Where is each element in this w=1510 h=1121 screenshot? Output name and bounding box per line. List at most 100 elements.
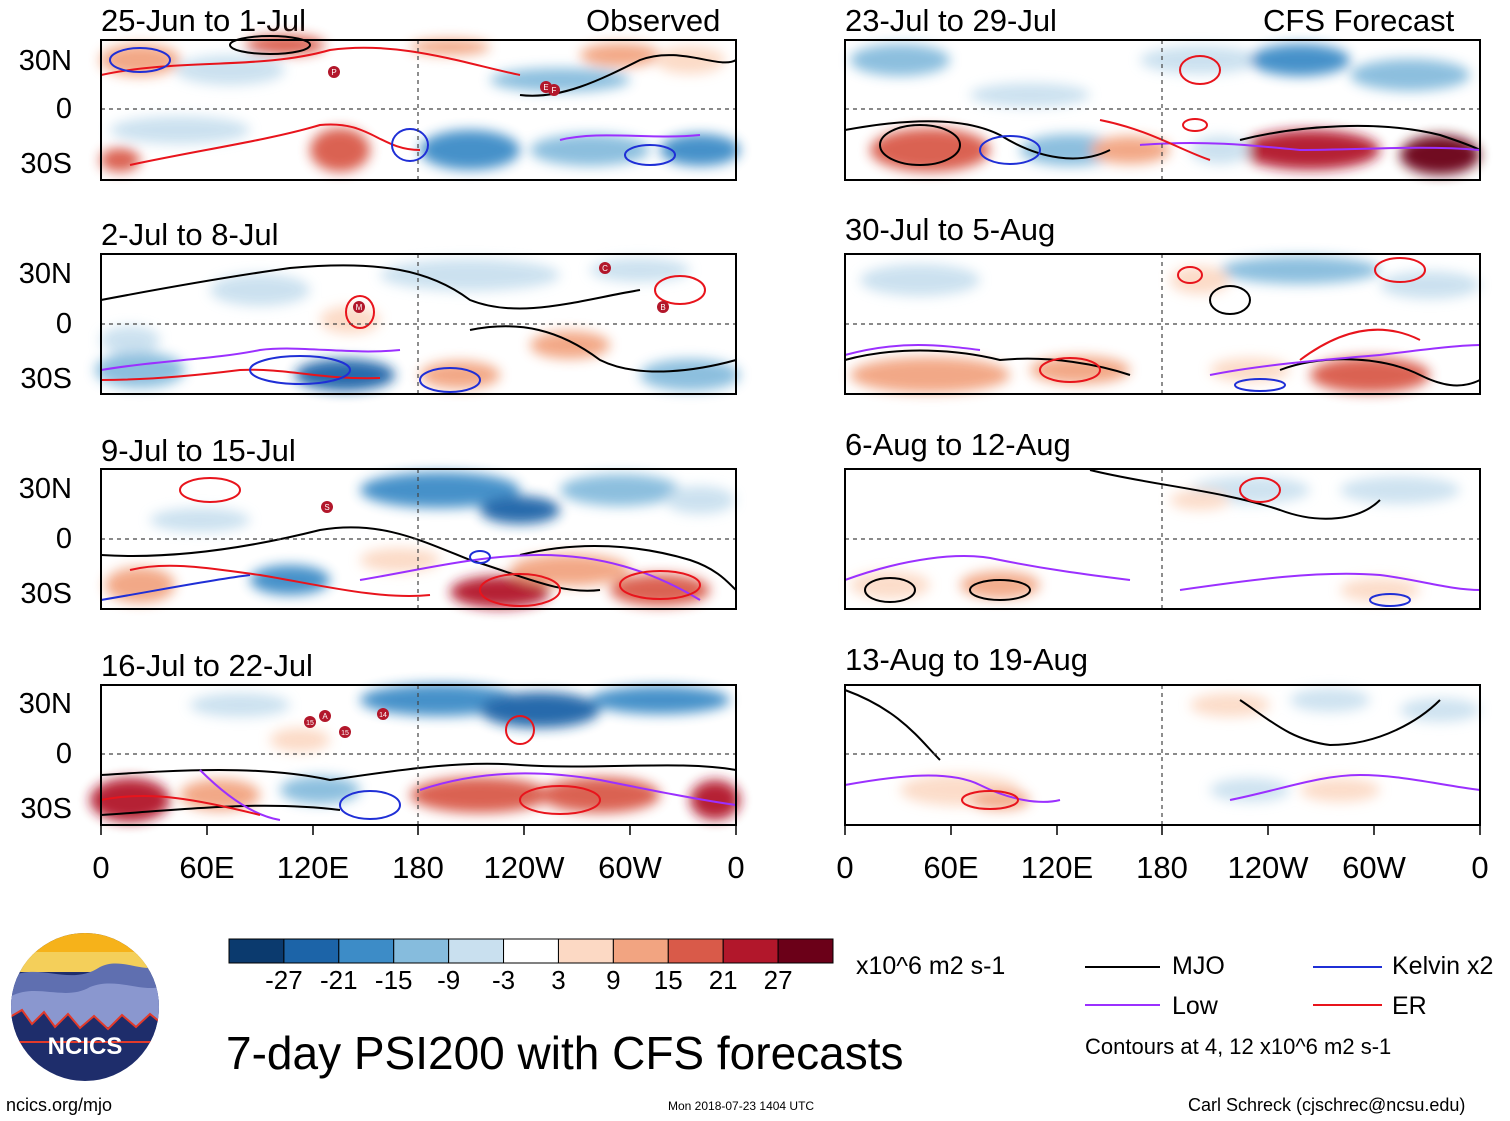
storm-marker-f: F [548, 84, 560, 96]
panel-title-obs-3: 9-Jul to 15-Jul [101, 433, 296, 468]
panel-title-obs-4: 16-Jul to 22-Jul [101, 648, 313, 683]
panel-title-fcst-3: 6-Aug to 12-Aug [845, 427, 1071, 462]
map-obs-2: C M B [95, 253, 740, 395]
svg-text:M: M [356, 303, 363, 312]
lon-label-120w: 120W [483, 850, 565, 885]
colorbar [228, 938, 834, 964]
storm-marker-15a: 15 [304, 716, 316, 728]
panel-title-fcst-4: 13-Aug to 19-Aug [845, 642, 1089, 677]
colorbar-tick-label: 27 [763, 965, 793, 995]
lat-label-30s: 30S [20, 148, 72, 180]
footer-credit: Carl Schreck (cjschrec@ncsu.edu) [1188, 1095, 1466, 1115]
map-panels: P E F C M B [90, 35, 1481, 835]
svg-text:A: A [322, 712, 328, 721]
colorbar-swatch [228, 938, 285, 964]
map-obs-3: S [100, 468, 737, 610]
legend-er-label: ER [1392, 992, 1427, 1020]
lon-label-120e: 120E [276, 850, 350, 885]
legend-mjo-label: MJO [1172, 952, 1225, 980]
storm-marker-15b: 15 [339, 726, 351, 738]
svg-text:P: P [331, 68, 336, 77]
svg-text:C: C [602, 264, 608, 273]
svg-text:E: E [543, 83, 548, 92]
lon-label-60e: 60E [923, 850, 979, 885]
lon-label-120e: 120E [1020, 850, 1094, 885]
footer-timestamp: Mon 2018-07-23 1404 UTC [668, 1099, 815, 1113]
panel-title-fcst-1: 23-Jul to 29-Jul [845, 3, 1057, 38]
map-obs-4: 15 A 15 14 [90, 684, 740, 826]
lat-label-30s: 30S [20, 363, 72, 395]
svg-text:14: 14 [379, 712, 387, 719]
lat-label-30n: 30N [18, 473, 72, 505]
axis-ticks [100, 825, 1481, 835]
map-fcst-1 [844, 39, 1481, 181]
lat-label-eq: 0 [55, 523, 72, 555]
map-fcst-3 [844, 468, 1481, 610]
map-fcst-2 [844, 253, 1481, 395]
legend-kelvin-label: Kelvin x2 [1392, 952, 1494, 980]
legend-lines [1085, 966, 1382, 1006]
lat-label-30n: 30N [18, 258, 72, 290]
storm-marker-a: A [319, 710, 331, 722]
colorbar-swatch [448, 938, 505, 964]
svg-text:15: 15 [306, 720, 314, 727]
svg-text:S: S [324, 503, 329, 512]
colorbar-swatch [338, 938, 395, 964]
svg-text:NCICS: NCICS [48, 1033, 123, 1060]
footer-url: ncics.org/mjo [6, 1095, 113, 1115]
svg-text:15: 15 [341, 730, 349, 737]
lon-label-180: 180 [1136, 850, 1188, 885]
colorbar-swatch [503, 938, 559, 964]
panel-title-obs-2: 2-Jul to 8-Jul [101, 217, 279, 252]
lon-label-120w: 120W [1227, 850, 1309, 885]
lon-label-0: 0 [1471, 850, 1489, 885]
colorbar-tick-label: -27 [265, 965, 303, 995]
colorbar-swatch [283, 938, 340, 964]
storm-marker-14: 14 [377, 708, 389, 720]
lon-label-60e: 60E [179, 850, 235, 885]
colorbar-swatch [393, 938, 450, 964]
lon-label-60w: 60W [598, 850, 662, 885]
svg-text:B: B [660, 303, 665, 312]
colorbar-tick-label: -21 [320, 965, 358, 995]
lon-label-180: 180 [392, 850, 444, 885]
colorbar-tick-label: 15 [653, 965, 683, 995]
lat-label-30n: 30N [18, 45, 72, 77]
colorbar-tick-label: -15 [374, 965, 413, 995]
colorbar-tick-label: -3 [491, 965, 516, 995]
colorbar-swatch [777, 938, 834, 964]
lon-label-0: 0 [92, 850, 110, 885]
lat-label-eq: 0 [55, 308, 72, 340]
storm-marker-m: M [353, 301, 365, 313]
colorbar-swatch [612, 938, 669, 964]
lat-label-eq: 0 [55, 93, 72, 125]
colorbar-swatch [722, 938, 779, 964]
page-title: 7-day PSI200 with CFS forecasts [226, 1027, 904, 1079]
colorbar-swatch [557, 938, 614, 964]
storm-marker-s: S [321, 501, 333, 513]
panel-title-fcst-2: 30-Jul to 5-Aug [845, 212, 1056, 247]
lon-label-60w: 60W [1342, 850, 1406, 885]
lat-label-30n: 30N [18, 688, 72, 720]
lat-label-30s: 30S [20, 793, 72, 825]
colorbar-tick-label: 3 [551, 965, 566, 995]
colorbar-units: x10^6 m2 s-1 [856, 952, 1006, 980]
colorbar-tick-label: 21 [708, 965, 738, 995]
colorbar-tick-label: -9 [437, 965, 461, 995]
panel-title-obs-1: 25-Jun to 1-Jul [101, 3, 307, 38]
lat-label-30s: 30S [20, 578, 72, 610]
storm-marker-b: B [657, 301, 669, 313]
ncics-logo: NCICS [11, 933, 159, 1081]
lon-label-0: 0 [727, 850, 745, 885]
cfs-forecast-label: CFS Forecast [1263, 3, 1455, 38]
legend-contours-note: Contours at 4, 12 x10^6 m2 s-1 [1085, 1034, 1392, 1059]
lon-label-0: 0 [836, 850, 854, 885]
storm-marker-c: C [599, 262, 611, 274]
legend-low-label: Low [1172, 992, 1218, 1020]
storm-marker-p: P [328, 66, 340, 78]
observed-label: Observed [586, 3, 721, 38]
colorbar-swatch [667, 938, 724, 964]
lat-label-eq: 0 [55, 738, 72, 770]
map-obs-1: P E F [100, 35, 740, 181]
svg-text:F: F [552, 86, 557, 95]
